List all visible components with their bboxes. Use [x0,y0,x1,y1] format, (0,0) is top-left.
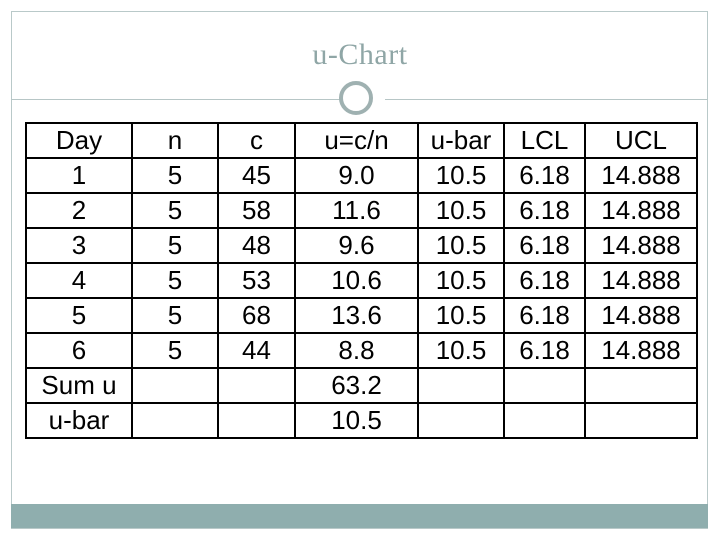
header-cell: n [131,122,219,159]
table-cell [131,402,219,439]
table-cell [417,367,505,404]
table-cell: 9.0 [294,157,419,194]
table-cell: 14.888 [584,157,698,194]
table-cell: 10.6 [294,262,419,299]
table-cell [584,367,698,404]
table-cell: 53 [217,262,296,299]
table-cell: 6.18 [503,192,586,229]
u-chart-table: Day n c u=c/n u-bar LCL UCL 1 5 45 9.0 1… [25,122,698,439]
ring-ornament-icon [339,81,373,115]
table-cell: 2 [25,192,133,229]
table-cell: 10.5 [417,262,505,299]
table-header-row: Day n c u=c/n u-bar LCL UCL [25,122,698,159]
header-cell: c [217,122,296,159]
table-cell: 5 [131,262,219,299]
title-divider-right [385,99,708,100]
table-cell: 14.888 [584,262,698,299]
table-cell: 3 [25,227,133,264]
table-cell: 6.18 [503,297,586,334]
table-cell: 63.2 [294,367,419,404]
table-row: 4 5 53 10.6 10.5 6.18 14.888 [25,262,698,299]
footer-accent-bar [11,504,708,528]
table-cell: 14.888 [584,332,698,369]
table-cell: 5 [25,297,133,334]
slide-title: u-Chart [312,38,408,71]
table-cell: 14.888 [584,227,698,264]
table-cell: 44 [217,332,296,369]
table-cell: 6.18 [503,227,586,264]
table-cell: 5 [131,227,219,264]
table-cell: 6.18 [503,262,586,299]
table-cell: 10.5 [417,297,505,334]
table-cell: 11.6 [294,192,419,229]
table-cell [131,367,219,404]
table-row-sum: Sum u 63.2 [25,367,698,404]
table-row: 6 5 44 8.8 10.5 6.18 14.888 [25,332,698,369]
table-cell [584,402,698,439]
table-cell: 5 [131,332,219,369]
header-cell: UCL [584,122,698,159]
table-cell: 45 [217,157,296,194]
table-cell: 13.6 [294,297,419,334]
table-cell [417,402,505,439]
table-row: 5 5 68 13.6 10.5 6.18 14.888 [25,297,698,334]
header-cell: Day [25,122,133,159]
table-row: 1 5 45 9.0 10.5 6.18 14.888 [25,157,698,194]
table-cell [503,367,586,404]
header-cell: u=c/n [294,122,419,159]
title-divider-left [11,99,342,100]
header-cell: u-bar [417,122,505,159]
table-cell: 10.5 [417,332,505,369]
table-cell: 9.6 [294,227,419,264]
table-cell: 10.5 [417,157,505,194]
table-cell: 6 [25,332,133,369]
table-cell: 10.5 [417,227,505,264]
table-row-ubar: u-bar 10.5 [25,402,698,439]
table-cell: 1 [25,157,133,194]
table-row: 3 5 48 9.6 10.5 6.18 14.888 [25,227,698,264]
table-cell: 5 [131,157,219,194]
table-cell: 6.18 [503,332,586,369]
table-cell: 5 [131,297,219,334]
table-cell [503,402,586,439]
table-cell: u-bar [25,402,133,439]
table-cell: 5 [131,192,219,229]
header-cell: LCL [503,122,586,159]
table-cell: 58 [217,192,296,229]
table-cell: 14.888 [584,192,698,229]
table-cell: 14.888 [584,297,698,334]
table-row: 2 5 58 11.6 10.5 6.18 14.888 [25,192,698,229]
table-cell: 8.8 [294,332,419,369]
table-cell: 4 [25,262,133,299]
table-cell [217,402,296,439]
slide-frame [11,11,708,529]
table-cell: 10.5 [294,402,419,439]
table-cell: 10.5 [417,192,505,229]
table-cell: 68 [217,297,296,334]
table-cell [217,367,296,404]
table-cell: Sum u [25,367,133,404]
table-cell: 6.18 [503,157,586,194]
table-cell: 48 [217,227,296,264]
